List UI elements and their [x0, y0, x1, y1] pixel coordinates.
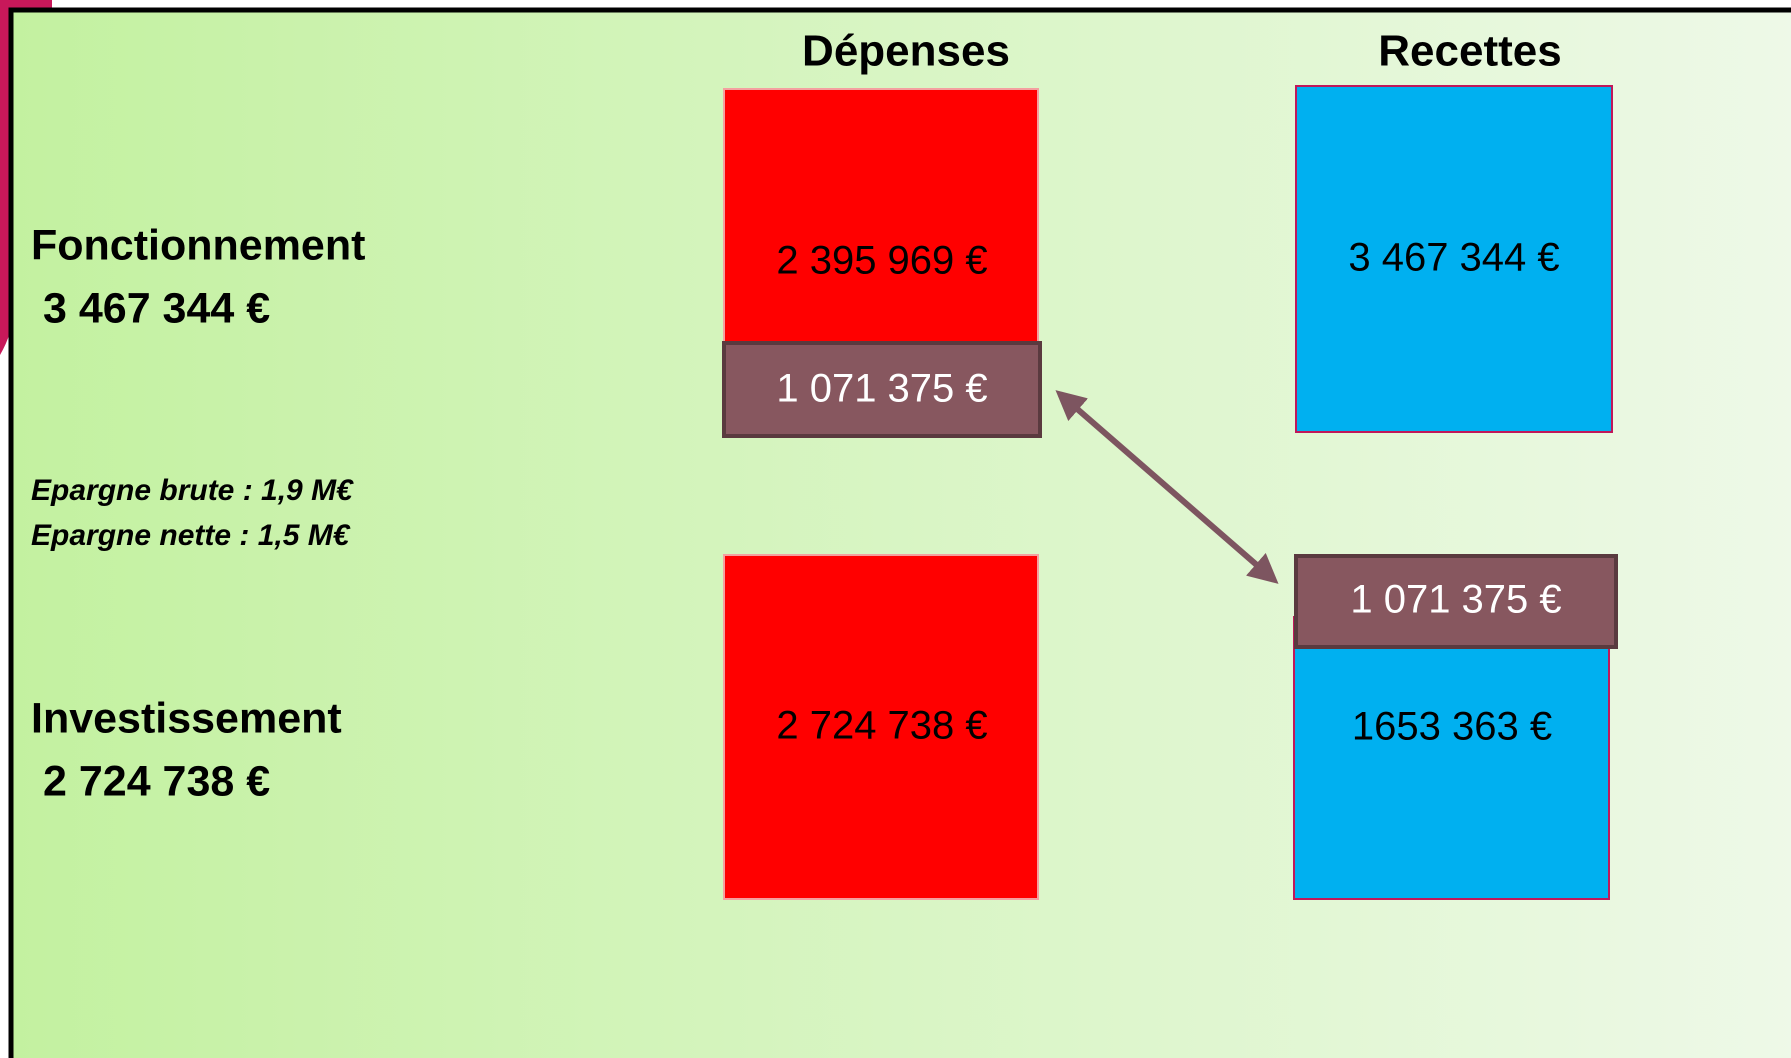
column-header: Dépenses: [802, 27, 1010, 76]
box-red: [723, 88, 1039, 344]
box-blue: [1295, 85, 1613, 433]
box-brown: [1294, 554, 1618, 649]
box-value: 3 467 344 €: [1348, 236, 1559, 280]
row-total: 3 467 344 €: [43, 284, 270, 332]
box-value: 2 724 738 €: [776, 704, 987, 748]
box-red: [723, 554, 1039, 900]
box-value: 2 395 969 €: [776, 239, 987, 283]
box-blue: [1293, 616, 1610, 900]
column-header: Recettes: [1378, 27, 1561, 76]
box-value: 1653 363 €: [1352, 705, 1552, 749]
box-brown: [722, 341, 1042, 438]
row-label: Fonctionnement: [31, 221, 365, 269]
savings-text: Epargne nette : 1,5 M€: [31, 519, 351, 552]
savings-text: Epargne brute : 1,9 M€: [31, 474, 354, 507]
box-value: 1 071 375 €: [776, 367, 987, 411]
row-label: Investissement: [31, 694, 342, 742]
transfer-arrow: [1055, 390, 1279, 584]
row-total: 2 724 738 €: [43, 757, 270, 805]
box-value: 1 071 375 €: [1350, 578, 1561, 622]
